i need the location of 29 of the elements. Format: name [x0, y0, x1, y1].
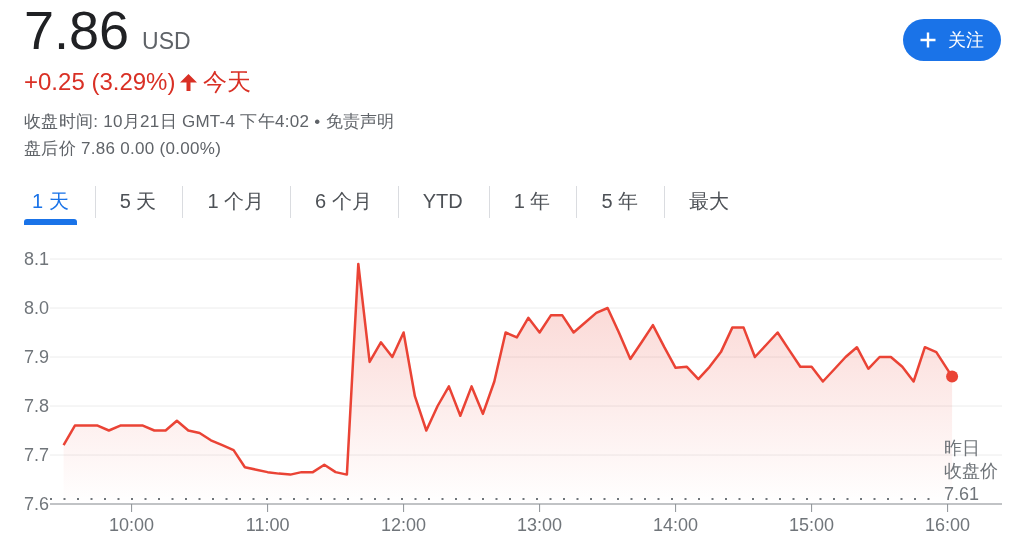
text: 5 天	[119, 190, 157, 212]
text: 最大	[689, 190, 730, 212]
y-tick-label: 7.9	[23, 347, 49, 368]
text: 1 天	[32, 190, 69, 212]
y-tick-label: 7.7	[23, 445, 49, 466]
text: 1 个月	[207, 190, 265, 212]
y-tick-label: 7.8	[23, 396, 49, 417]
x-tick-label: 12:00	[381, 514, 427, 535]
x-tick-label: 13:00	[517, 514, 563, 535]
text: 1 年	[513, 190, 551, 212]
y-tick-label: 7.6	[23, 494, 49, 515]
text: 今天	[203, 68, 252, 95]
x-tick-label: 14:00	[653, 514, 699, 535]
follow-button: 关注	[903, 19, 1001, 61]
x-tick-label: 10:00	[109, 514, 155, 535]
chart-title: 7.86	[24, 0, 130, 60]
text: YTD	[422, 190, 463, 212]
ref-line-label: 昨日收盘价 7.61	[944, 438, 998, 505]
x-tick-label: 11:00	[245, 514, 290, 535]
y-tick-label: 8.1	[23, 249, 49, 270]
y-tick-label: 8.0	[23, 298, 49, 319]
text: 6 个月	[315, 190, 372, 212]
text: 盘后价 7.86 0.00 (0.00%)	[24, 139, 222, 158]
text: 收盘时间: 10月21日 GMT-4 下午4:02 • 免责声明	[24, 112, 395, 131]
x-tick-label: 15:00	[789, 514, 835, 535]
chart-subtitle: USD	[142, 28, 191, 55]
x-tick-label: 16:00	[925, 514, 971, 535]
text: 5 年	[601, 190, 639, 212]
text: +0.25 (3.29%)	[24, 68, 176, 95]
